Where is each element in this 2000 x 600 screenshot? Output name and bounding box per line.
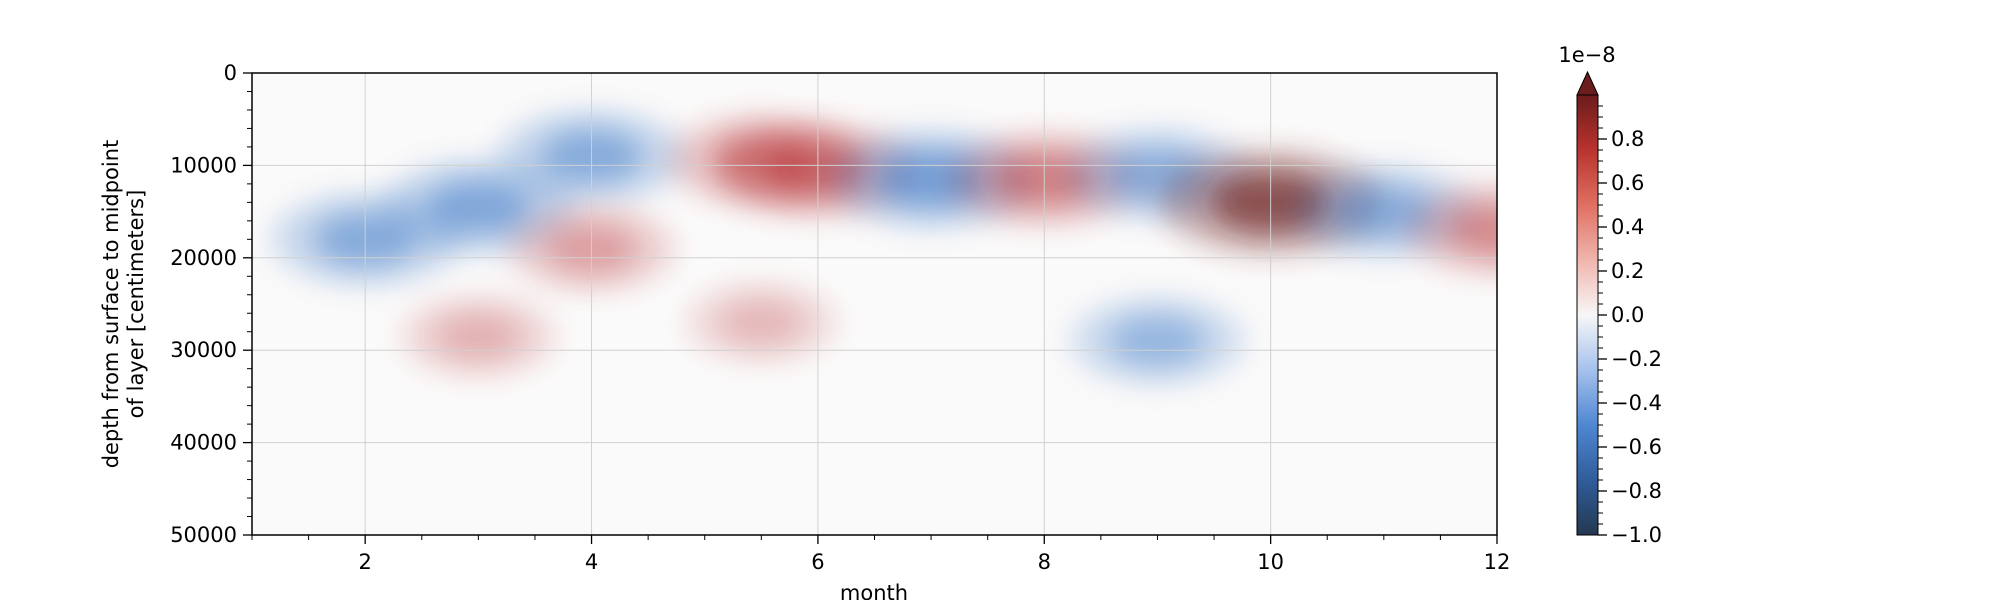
field-feature bbox=[685, 282, 838, 363]
plot-area: 2 4 6 8 10 12 0 10000 20000 30000 40000 50000 bbox=[170, 61, 1511, 574]
colorbar-extend-arrow bbox=[1576, 70, 1599, 96]
colorbar-tick-label: −0.8 bbox=[1611, 479, 1662, 503]
y-tick-label: 40000 bbox=[170, 431, 237, 455]
x-tick-label: 8 bbox=[1038, 550, 1051, 574]
x-axis: 2 4 6 8 10 12 bbox=[251, 535, 1511, 574]
y-axis-label-line-1: depth from surface to midpoint bbox=[99, 140, 123, 469]
y-axis-label-line-2: of layer [centimeters] bbox=[124, 190, 148, 419]
x-tick-label: 4 bbox=[585, 550, 598, 574]
colorbar-tick-label: −0.2 bbox=[1611, 347, 1662, 371]
colorbar-ticks: 0.8 0.6 0.4 0.2 0.0 −0.2 −0.4 −0.6 −0.8 −1.0 bbox=[1598, 105, 1662, 547]
y-tick-label: 50000 bbox=[170, 523, 237, 547]
x-tick-label: 12 bbox=[1484, 550, 1511, 574]
y-axis-label: depth from surface to midpoint of layer … bbox=[99, 140, 148, 469]
colorbar-tick-label: −0.6 bbox=[1611, 435, 1662, 459]
field-feature bbox=[400, 295, 557, 378]
colorbar-tick-label: 0.4 bbox=[1611, 215, 1644, 239]
colorbar-gradient bbox=[1576, 94, 1599, 536]
colorbar-tick-label: 0.2 bbox=[1611, 259, 1644, 283]
x-tick-label: 10 bbox=[1257, 550, 1284, 574]
colorbar-tick-label: −0.4 bbox=[1611, 391, 1662, 415]
field-feature bbox=[1069, 296, 1246, 386]
field-layer bbox=[271, 109, 1497, 386]
y-tick-label: 20000 bbox=[170, 246, 237, 270]
field-feature bbox=[1407, 185, 1497, 276]
grid-lines bbox=[252, 73, 1497, 535]
x-tick-label: 6 bbox=[811, 550, 824, 574]
colorbar-tick-label: 0.0 bbox=[1611, 303, 1644, 327]
colorbar-multiplier: 1e−8 bbox=[1558, 43, 1615, 67]
y-axis: 0 10000 20000 30000 40000 50000 bbox=[170, 61, 252, 547]
colorbar-tick-label: 0.8 bbox=[1611, 127, 1644, 151]
x-tick-label: 2 bbox=[358, 550, 371, 574]
y-tick-label: 10000 bbox=[170, 153, 237, 177]
y-tick-label: 30000 bbox=[170, 338, 237, 362]
y-tick-label: 0 bbox=[224, 61, 237, 85]
x-axis-label: month bbox=[840, 581, 908, 600]
colorbar: 1e−8 0.8 0.6 0.4 0.2 0.0 −0.2 −0.4 −0.6 −0.8 −1.0 bbox=[1558, 43, 1662, 547]
colorbar-tick-label: 0.6 bbox=[1611, 171, 1644, 195]
colorbar-tick-label: −1.0 bbox=[1611, 523, 1662, 547]
